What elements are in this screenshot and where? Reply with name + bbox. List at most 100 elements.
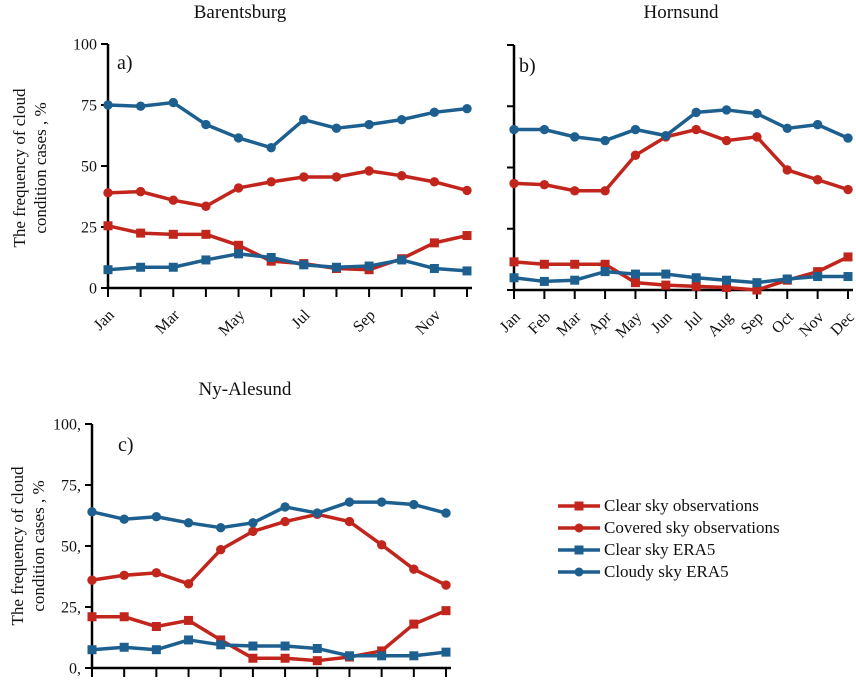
- square-marker: [409, 651, 419, 661]
- legend-item-clear-sky-era5: Clear sky ERA5: [556, 539, 780, 561]
- square-marker: [248, 641, 258, 651]
- series-line: [91, 500, 447, 530]
- axis-lines: [90, 424, 451, 670]
- x-tick-label: Sep: [738, 309, 767, 338]
- circle-marker: [409, 499, 419, 510]
- square-marker: [600, 259, 610, 269]
- legend-label: Cloudy sky ERA5: [604, 562, 729, 581]
- circle-marker: [752, 132, 762, 142]
- circle-marker: [87, 575, 97, 585]
- square-marker: [168, 229, 178, 239]
- legend-marker-red-circle: [558, 523, 600, 533]
- circle-marker: [397, 114, 407, 125]
- square-marker: [661, 280, 671, 290]
- x-tick-label: Jul: [681, 308, 707, 334]
- square-marker: [722, 275, 732, 285]
- square-marker: [691, 281, 701, 291]
- square-marker: [103, 221, 113, 231]
- series-line: [107, 100, 468, 150]
- square-marker: [843, 272, 853, 282]
- x-tick-label: Jul: [288, 306, 314, 332]
- square-marker: [509, 273, 519, 283]
- y-tick-label: 25: [81, 220, 97, 237]
- square-marker: [570, 259, 580, 269]
- square-marker: [119, 642, 129, 652]
- square-marker: [280, 653, 290, 663]
- circle-marker: [280, 516, 290, 527]
- x-tick-label: Dec: [828, 309, 856, 339]
- x-tick-label: Nov: [413, 307, 445, 339]
- square-marker: [280, 641, 290, 651]
- circle-marker: [782, 165, 792, 175]
- square-marker: [843, 252, 853, 262]
- y-axis-label-line2: condition cases , %: [29, 480, 48, 612]
- circle-marker: [843, 133, 853, 143]
- square-marker: [377, 646, 387, 656]
- square-marker: [312, 643, 322, 653]
- series-line: [91, 512, 447, 587]
- circle-marker: [135, 186, 146, 197]
- square-marker: [600, 267, 610, 277]
- square-marker: [570, 275, 580, 285]
- square-marker: [344, 651, 354, 661]
- circle-marker: [266, 143, 276, 153]
- y-tick-label: 50: [81, 159, 97, 176]
- circle-marker: [103, 100, 113, 110]
- square-marker: [168, 262, 178, 272]
- circle-marker: [312, 508, 322, 518]
- circle-marker: [299, 172, 309, 182]
- circle-marker: [721, 105, 732, 115]
- axis-lines: [512, 45, 853, 292]
- legend-item-cloudy-sky-era5: Cloudy sky ERA5: [556, 561, 780, 583]
- circle-marker: [331, 172, 342, 182]
- square-marker: [539, 276, 549, 286]
- panel-a-title: Barentsburg: [193, 2, 287, 23]
- series-covered-sky-observations: [509, 124, 853, 196]
- circle-marker: [248, 518, 258, 528]
- circle-marker: [462, 185, 472, 196]
- x-tick-label: Aug: [705, 309, 737, 341]
- x-tick-label: Feb: [525, 309, 554, 338]
- y-tick-label: 50,: [61, 539, 81, 556]
- circle-marker: [135, 101, 146, 111]
- series-cloudy-sky-era5: [103, 97, 472, 153]
- y-tick-label: 0,: [69, 661, 81, 678]
- circle-marker: [331, 123, 342, 133]
- circle-marker: [661, 130, 671, 141]
- square-marker: [151, 645, 161, 655]
- circle-marker: [248, 526, 258, 537]
- panel-c-y-axis-label: The frequency of cloud condition cases ,…: [7, 416, 53, 676]
- circle-marker: [201, 201, 211, 211]
- circle-marker: [441, 580, 451, 590]
- circle-marker: [103, 188, 113, 198]
- circle-marker: [630, 124, 641, 135]
- square-marker: [201, 229, 211, 239]
- panel-c-letter: c): [118, 434, 134, 456]
- circle-marker: [364, 166, 374, 176]
- circle-marker: [119, 514, 129, 524]
- panel-barentsburg: 0 25 50 75 100 Jan Mar May Jul Sep Nov: [73, 37, 472, 340]
- circle-marker: [539, 179, 550, 190]
- circle-marker: [216, 523, 226, 533]
- x-tick-label: Jan: [497, 309, 524, 336]
- circle-marker: [429, 107, 440, 118]
- circle-marker: [168, 97, 178, 108]
- panel-ny-alesund: 0, 25, 50, 75, 100,: [53, 417, 451, 678]
- x-tick-label: May: [613, 309, 646, 342]
- circle-marker: [183, 579, 194, 589]
- y-tick-label: 75: [81, 98, 97, 115]
- x-tick-label: Mar: [152, 306, 183, 337]
- circle-marker: [409, 564, 419, 574]
- series-line: [514, 108, 849, 143]
- circle-marker: [509, 124, 519, 135]
- circle-marker: [376, 497, 387, 507]
- circle-marker: [843, 184, 853, 195]
- circle-marker: [570, 186, 580, 196]
- circle-marker: [691, 124, 701, 135]
- square-marker: [630, 278, 640, 288]
- series-line: [91, 638, 447, 658]
- series-clear-sky-era5: [509, 267, 853, 288]
- series-clear-sky-era5: [103, 249, 472, 276]
- legend-marker-blue-square: [558, 545, 600, 555]
- square-marker: [234, 240, 244, 250]
